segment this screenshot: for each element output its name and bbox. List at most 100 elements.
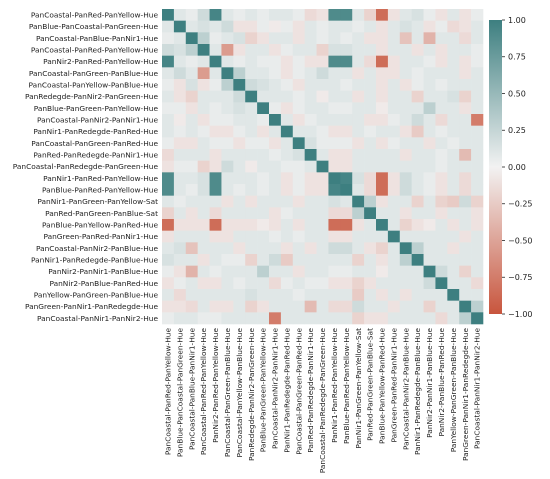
heatmap-cell — [304, 242, 317, 255]
colorbar-gradient — [489, 20, 502, 314]
heatmap-cell — [435, 114, 448, 126]
heatmap-cell — [292, 184, 305, 196]
heatmap-cell — [221, 32, 234, 45]
heatmap-cell — [340, 219, 353, 231]
heatmap-cell — [352, 254, 365, 266]
heatmap-cell — [162, 55, 175, 68]
heatmap-cell — [459, 125, 472, 138]
heatmap-cell — [364, 32, 377, 45]
heatmap-cell — [376, 242, 389, 255]
heatmap-cell — [328, 125, 341, 138]
heatmap-cell — [245, 9, 258, 21]
heatmap-cell — [399, 242, 412, 255]
heatmap-cell — [221, 277, 234, 290]
heatmap-cell — [304, 67, 317, 80]
heatmap-cell — [447, 312, 460, 325]
heatmap-cell — [447, 102, 460, 115]
heatmap-cell — [411, 67, 424, 80]
heatmap-cell — [376, 67, 389, 80]
heatmap-cell — [364, 230, 377, 243]
heatmap-cell — [269, 160, 282, 173]
heatmap-cell — [173, 32, 187, 45]
heatmap-cell — [352, 277, 365, 290]
heatmap-cell — [352, 230, 365, 243]
heatmap-cell — [221, 312, 234, 325]
heatmap-cell — [221, 102, 234, 115]
heatmap-cell — [328, 207, 341, 220]
row-tick-label: PanRedegde-PanNir2-PanGreen-Hue — [25, 92, 158, 101]
heatmap-cell — [471, 254, 484, 266]
heatmap-cell — [269, 242, 282, 255]
heatmap-cell — [316, 312, 329, 325]
heatmap-cell — [340, 44, 353, 56]
heatmap-cell — [328, 20, 341, 33]
heatmap-cell — [316, 67, 329, 80]
heatmap-cell — [304, 102, 317, 115]
heatmap-cell — [233, 149, 246, 161]
heatmap-cell — [257, 79, 270, 91]
heatmap-cell — [316, 125, 329, 138]
heatmap-cell — [328, 149, 341, 161]
heatmap-cell — [221, 137, 234, 150]
heatmap-cell — [185, 137, 198, 150]
heatmap-cell — [316, 44, 329, 56]
heatmap-cell — [162, 102, 175, 115]
heatmap-cell — [364, 277, 377, 290]
heatmap-cell — [471, 137, 484, 150]
heatmap-cell — [185, 149, 198, 161]
heatmap-cell — [435, 277, 448, 290]
heatmap-cell — [233, 195, 246, 208]
heatmap-cell — [399, 90, 412, 103]
heatmap-cell — [162, 230, 175, 243]
heatmap-cell — [387, 32, 401, 45]
heatmap-cell — [411, 184, 424, 196]
heatmap-cell — [269, 230, 282, 243]
heatmap-cell — [304, 300, 317, 313]
heatmap-cell — [399, 137, 412, 150]
heatmap-cell — [376, 184, 389, 196]
heatmap-cell — [197, 79, 210, 91]
heatmap-cell — [185, 79, 198, 91]
heatmap-cell — [340, 114, 353, 126]
heatmap-cell — [233, 242, 246, 255]
heatmap-cell — [162, 114, 175, 126]
heatmap-cell — [304, 44, 317, 56]
heatmap-cell — [221, 90, 234, 103]
heatmap-cell — [352, 9, 365, 21]
heatmap-cell — [399, 20, 412, 33]
heatmap-cell — [376, 265, 389, 278]
heatmap-cell — [423, 90, 436, 103]
heatmap-cell — [245, 207, 258, 220]
heatmap-cell — [185, 300, 198, 313]
heatmap-cell — [352, 137, 365, 150]
heatmap-cell — [399, 44, 412, 56]
heatmap-cell — [162, 300, 175, 313]
heatmap-cell — [269, 79, 282, 91]
heatmap-cell — [435, 242, 448, 255]
heatmap-cell — [280, 300, 294, 313]
heatmap-cell — [364, 300, 377, 313]
heatmap-cell — [399, 277, 412, 290]
row-tick-label: PanBlue-PanGreen-PanYellow-Hue — [34, 104, 159, 113]
heatmap-cell — [173, 125, 187, 138]
heatmap-cell — [399, 125, 412, 138]
heatmap-cell — [423, 79, 436, 91]
heatmap-cell — [162, 125, 175, 138]
heatmap-cell — [233, 32, 246, 45]
heatmap-cell — [459, 160, 472, 173]
heatmap-cell — [471, 90, 484, 103]
heatmap-cell — [209, 160, 222, 173]
heatmap-cell — [328, 114, 341, 126]
heatmap-cell — [221, 254, 234, 266]
heatmap-cell — [162, 312, 175, 325]
heatmap-cell — [399, 195, 412, 208]
colorbar-tick-label: 0.00 — [508, 163, 526, 172]
heatmap-cell — [257, 125, 270, 138]
heatmap-cell — [411, 125, 424, 138]
heatmap-cell — [269, 114, 282, 126]
heatmap-cell — [435, 137, 448, 150]
heatmap-cell — [340, 184, 353, 196]
heatmap-cell — [340, 67, 353, 80]
row-tick-label: PanCoastal-PanBlue-PanNir1-Hue — [36, 34, 158, 43]
heatmap-cell — [162, 172, 175, 185]
